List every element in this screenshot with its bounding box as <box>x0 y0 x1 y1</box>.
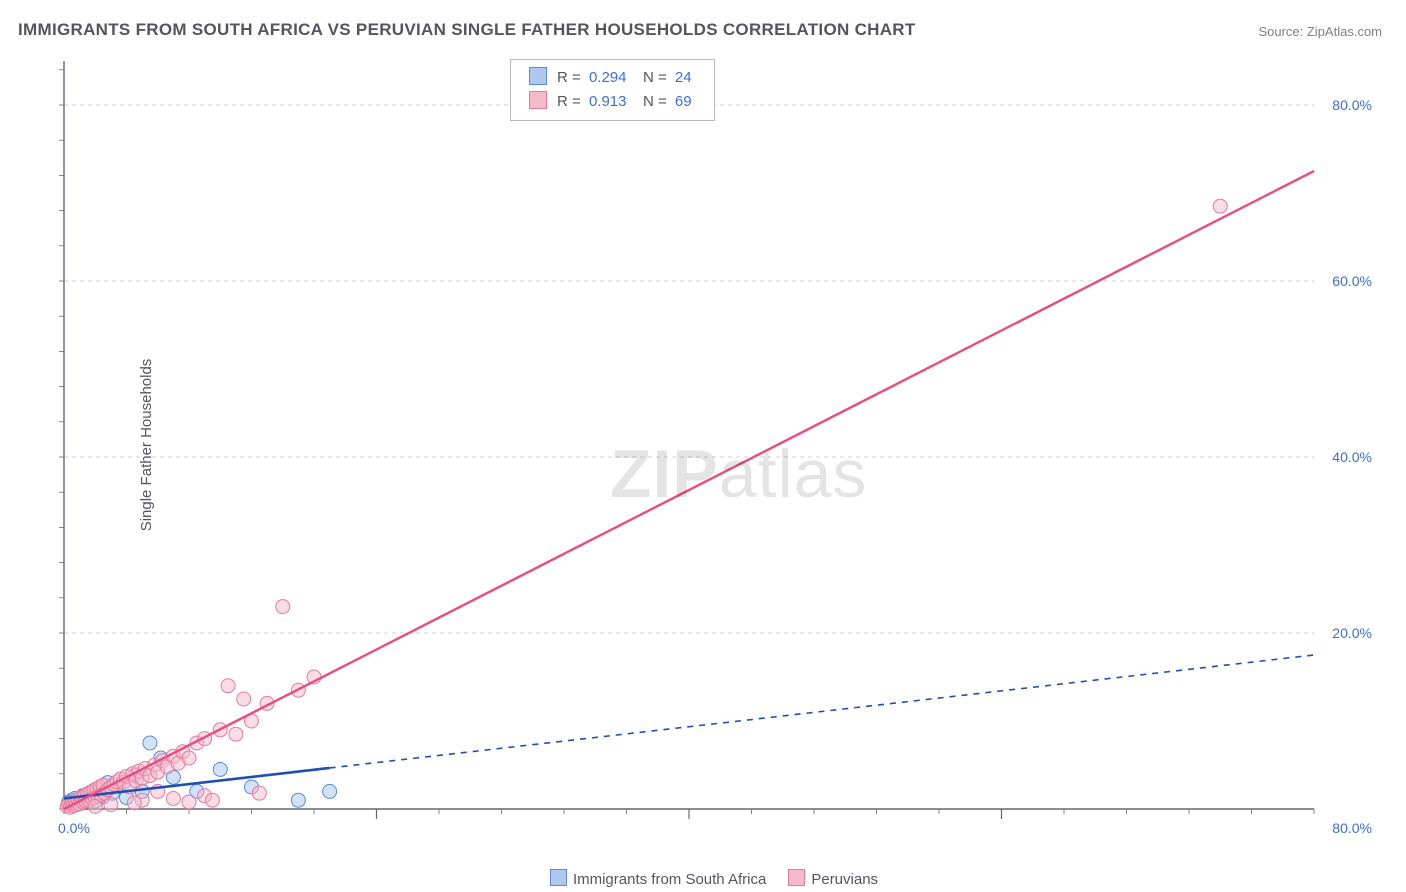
correlation-legend: R = 0.294 N = 24R = 0.913 N = 69 <box>510 59 715 121</box>
chart-svg: 20.0% 40.0% 60.0% 80.0% 0.0% 80.0% <box>50 55 1380 835</box>
svg-text:20.0%: 20.0% <box>1332 625 1372 641</box>
chart-title: IMMIGRANTS FROM SOUTH AFRICA VS PERUVIAN… <box>18 20 916 40</box>
source-label: Source: ZipAtlas.com <box>1258 24 1382 39</box>
legend-swatch-pe <box>788 869 805 886</box>
svg-text:40.0%: 40.0% <box>1332 449 1372 465</box>
x-axis-legend: Immigrants from South Africa Peruvians <box>0 869 1406 888</box>
legend-label-sa: Immigrants from South Africa <box>573 871 766 888</box>
legend-row-sa: R = 0.294 N = 24 <box>529 66 696 90</box>
legend-swatch-sa <box>550 869 567 886</box>
legend-label-pe: Peruvians <box>811 871 878 888</box>
svg-text:80.0%: 80.0% <box>1332 820 1372 835</box>
legend-row-pe: R = 0.913 N = 69 <box>529 90 696 114</box>
y-axis-label: Single Father Households <box>138 359 155 532</box>
chart-plot-area: Single Father Households 20.0% 40.0% 60.0%… <box>50 55 1380 835</box>
svg-text:80.0%: 80.0% <box>1332 97 1372 113</box>
svg-text:0.0%: 0.0% <box>58 820 90 835</box>
svg-text:60.0%: 60.0% <box>1332 273 1372 289</box>
